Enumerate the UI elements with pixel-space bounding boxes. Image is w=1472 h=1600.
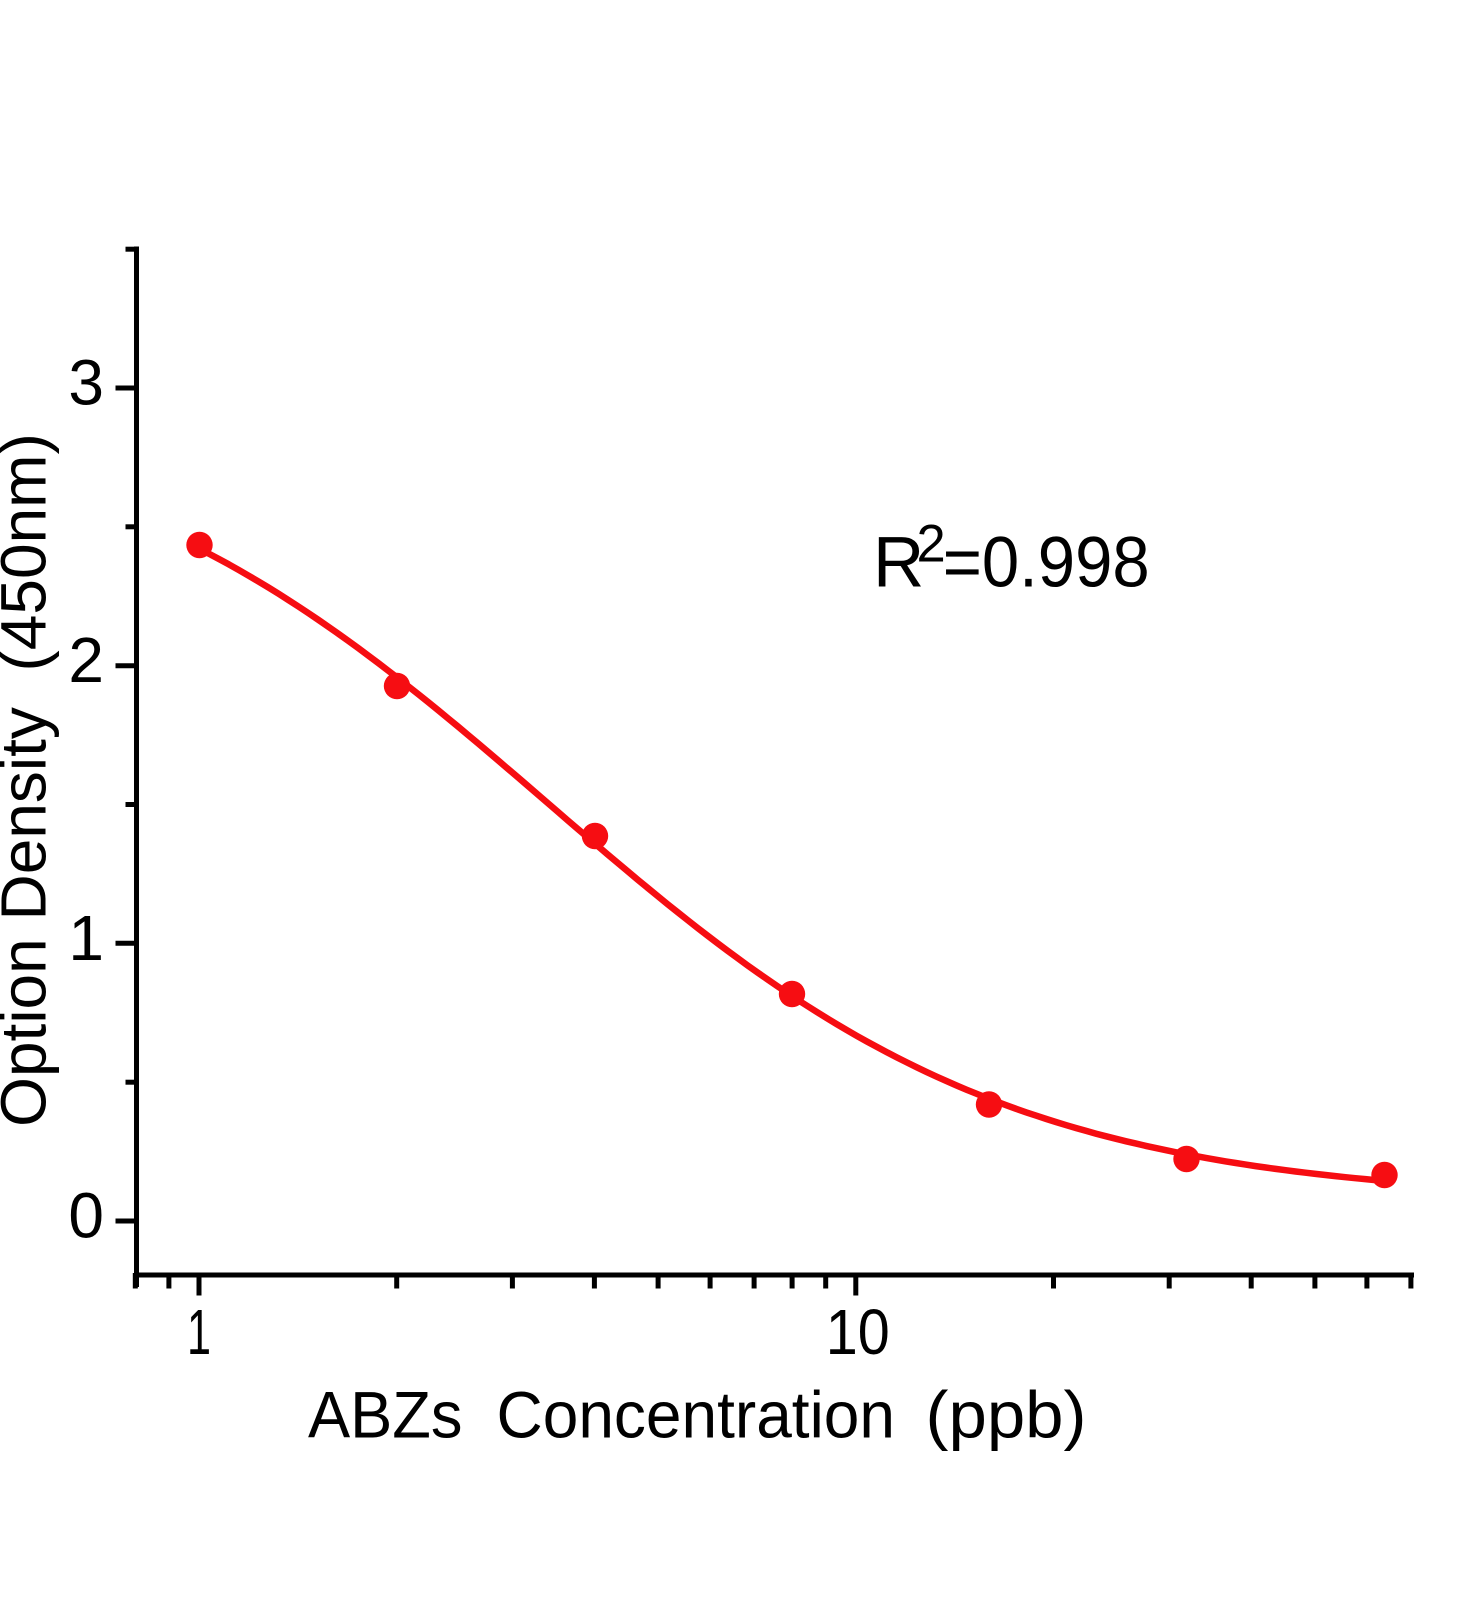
- svg-text:3: 3: [68, 347, 104, 419]
- svg-text:Option Density (450nm): Option Density (450nm): [0, 433, 60, 1127]
- svg-text:ABZs: ABZs: [308, 1378, 463, 1452]
- svg-text:2: 2: [917, 515, 946, 574]
- svg-text:0: 0: [68, 1180, 104, 1252]
- svg-text:=0.998: =0.998: [943, 524, 1150, 603]
- svg-text:R: R: [873, 524, 924, 603]
- svg-text:Concentration: Concentration: [497, 1378, 896, 1452]
- svg-text:1: 1: [187, 1296, 211, 1368]
- svg-text:2: 2: [68, 624, 104, 696]
- svg-text:(ppb): (ppb): [926, 1378, 1087, 1452]
- svg-text:10: 10: [826, 1296, 890, 1368]
- svg-text:1: 1: [68, 902, 104, 974]
